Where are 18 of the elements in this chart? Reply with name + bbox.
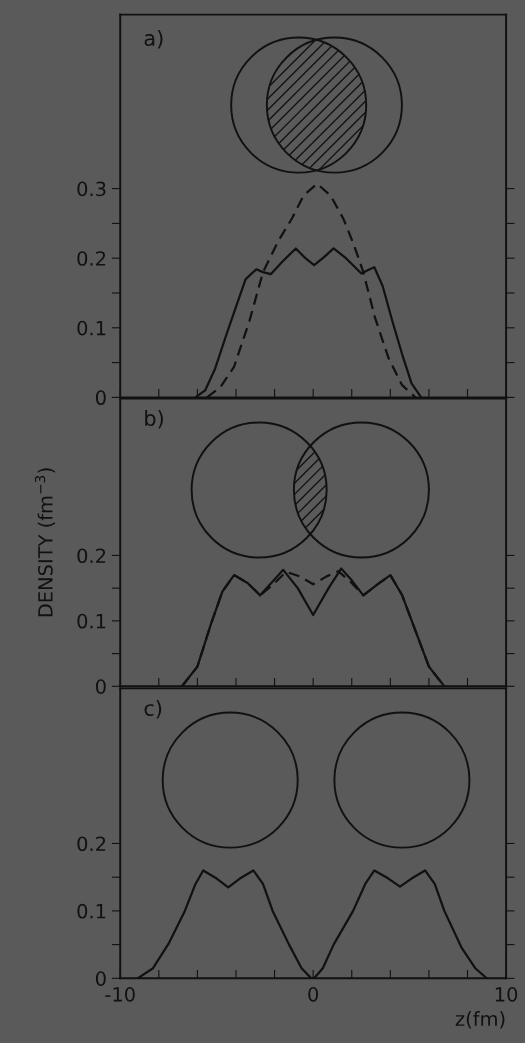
y-tick-label: 0.2 — [77, 548, 106, 564]
y-tick-label: 0.1 — [77, 903, 106, 919]
y-tick-label: 0 — [95, 971, 106, 986]
y-tick-label: 0.1 — [77, 320, 106, 336]
annotation: a) — [144, 29, 163, 49]
x-tick-label: -10 — [105, 987, 135, 1002]
y-tick-label: 0.2 — [77, 251, 106, 266]
y-tick-label: 0.3 — [77, 181, 106, 197]
y-tick-label: 0.1 — [77, 613, 106, 629]
y-tick-label: 0.2 — [77, 836, 106, 852]
y-tick-label: 0 — [95, 679, 106, 694]
x-axis-title: z(fm) — [455, 1011, 505, 1029]
y-tick-label: 0 — [95, 390, 106, 406]
y-axis-title: DENSITY (fm$^{−3}$) — [34, 468, 56, 617]
annotation: c) — [144, 700, 162, 719]
x-tick-label: 0 — [308, 987, 319, 1002]
x-tick-label: 10 — [495, 987, 518, 1002]
annotation: b) — [145, 409, 163, 429]
